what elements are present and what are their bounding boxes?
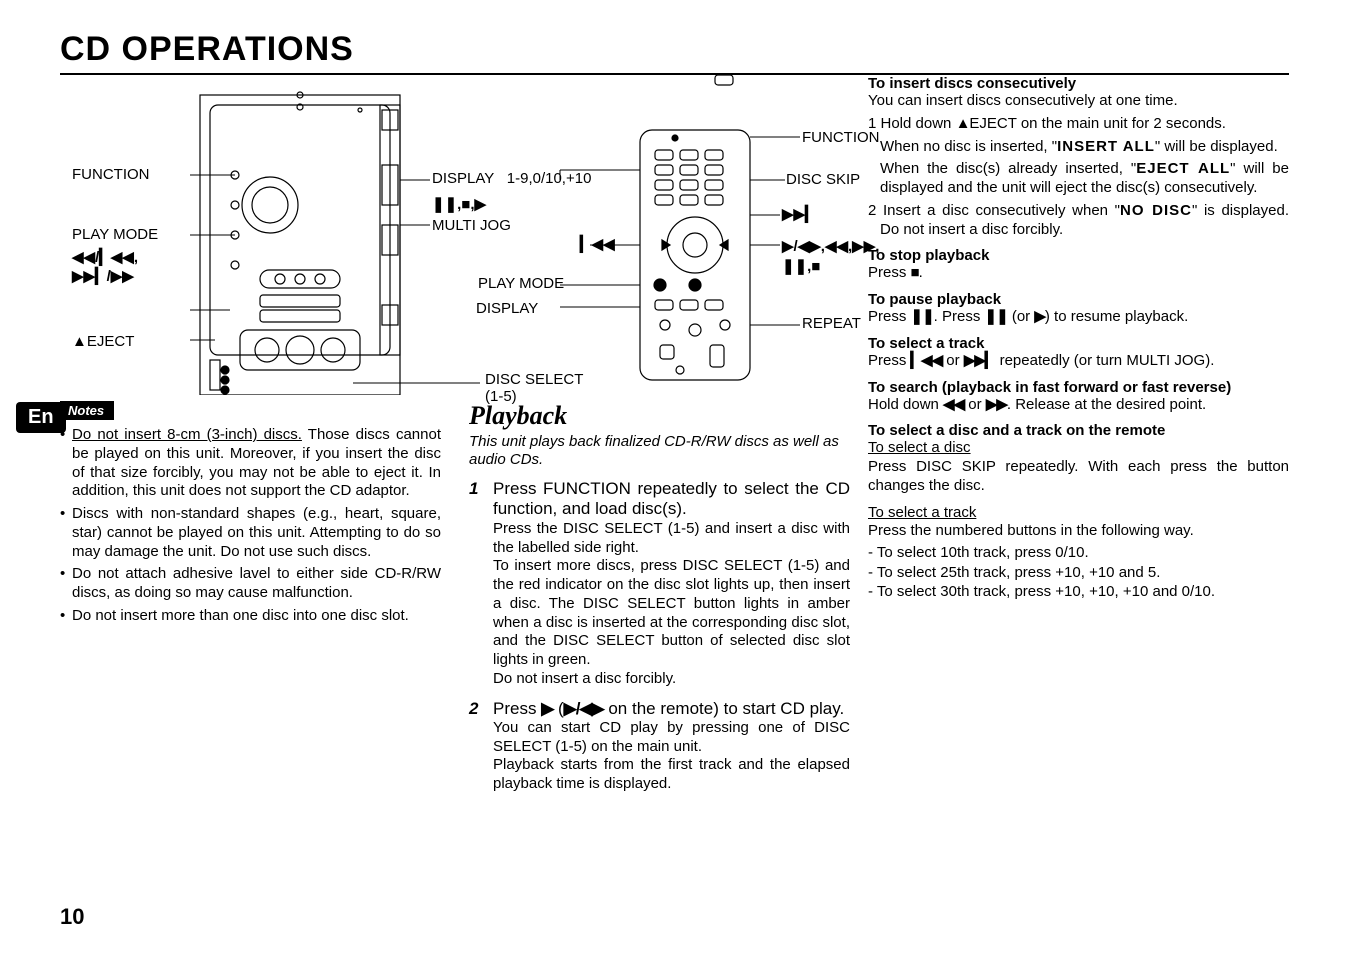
stop-body: Press ■. — [868, 264, 1289, 283]
label-eject: ▲EJECT — [72, 333, 134, 350]
step-number: 2 — [469, 699, 483, 794]
step-body: Press FUNCTION repeatedly to select the … — [493, 479, 850, 689]
label-next: ▶▶▎ — [782, 205, 817, 223]
label-multijog: MULTI JOG — [432, 217, 511, 234]
label-prev: ▎◀◀ — [580, 235, 615, 253]
insert-intro: You can insert discs consecutively at on… — [868, 92, 1289, 111]
label-disc-select: DISC SELECT(1-5) — [485, 371, 583, 405]
step-1: 1 Press FUNCTION repeatedly to select th… — [469, 479, 850, 689]
label-play-rew-ff: ▶/◀▶,◀◀,▶▶, — [782, 237, 879, 255]
list-item: - To select 30th track, press +10, +10, … — [868, 582, 1289, 602]
remote-track-list: - To select 10th track, press 0/10. - To… — [868, 543, 1289, 602]
note-item: Do not insert 8-cm (3-inch) discs. Those… — [60, 426, 441, 501]
step-lead: Press ▶ (▶/◀▶ on the remote) to start CD… — [493, 699, 850, 719]
label-display: DISPLAY 1-9,0/10,+10 — [432, 170, 591, 187]
pause-heading: To pause playback — [868, 291, 1289, 308]
device-diagram: FUNCTION PLAY MODE ◀◀/▎◀◀, ▶▶▎/▶▶ ▲EJECT… — [60, 75, 850, 395]
notes-column: Notes Do not insert 8-cm (3-inch) discs.… — [60, 401, 441, 804]
left-column: FUNCTION PLAY MODE ◀◀/▎◀◀, ▶▶▎/▶▶ ▲EJECT… — [60, 75, 850, 804]
list-item: - To select 25th track, press +10, +10 a… — [868, 563, 1289, 583]
label-transport-l1: ◀◀/▎◀◀, — [72, 248, 138, 266]
remote-heading: To select a disc and a track on the remo… — [868, 422, 1289, 439]
label-transport-l2: ▶▶▎/▶▶ — [72, 267, 134, 285]
step-text: Press the DISC SELECT (1-5) and insert a… — [493, 520, 850, 689]
label-display2: DISPLAY — [476, 300, 538, 317]
search-body: Hold down ◀◀ or ▶▶. Release at the desir… — [868, 396, 1289, 415]
label-playmode-m: PLAY MODE — [478, 275, 564, 292]
label-repeat: REPEAT — [802, 315, 861, 332]
insert-heading: To insert discs consecutively — [868, 75, 1289, 92]
diagram-svg — [60, 75, 850, 395]
pause-body: Press ❚❚. Press ❚❚ (or ▶) to resume play… — [868, 308, 1289, 327]
remote-sub2: To select a track — [868, 504, 1289, 523]
language-tag: En — [16, 402, 66, 433]
right-column: To insert discs consecutively You can in… — [868, 75, 1289, 804]
playback-subhead: This unit plays back finalized CD-R/RW d… — [469, 433, 850, 469]
remote-sub1: To select a disc — [868, 439, 1289, 458]
label-trans-icons: ❚❚,■,▶ — [432, 195, 486, 213]
notes-heading: Notes — [60, 401, 114, 420]
insert-step1c: When the disc(s) already inserted, "EJEC… — [868, 160, 1289, 198]
insert-step1b: When no disc is inserted, "INSERT ALL" w… — [868, 138, 1289, 157]
remote-p2: Press the numbered buttons in the follow… — [868, 522, 1289, 541]
insert-step1: 1 Hold down ▲EJECT on the main unit for … — [868, 115, 1289, 134]
select-track-body: Press ▎◀◀ or ▶▶▎ repeatedly (or turn MUL… — [868, 352, 1289, 371]
insert-step2: 2 Insert a disc consecutively when "NO D… — [868, 202, 1289, 240]
manual-page: CD OPERATIONS En — [0, 0, 1349, 954]
search-heading: To search (playback in fast forward or f… — [868, 379, 1289, 396]
note-item: Do not insert more than one disc into on… — [60, 607, 441, 626]
playback-column: Playback This unit plays back finalized … — [469, 401, 850, 804]
note-item: Discs with non-standard shapes (e.g., he… — [60, 505, 441, 561]
page-title: CD OPERATIONS — [60, 30, 1289, 69]
label-playmode-l: PLAY MODE — [72, 226, 158, 243]
playback-heading: Playback — [469, 401, 850, 431]
label-disc-skip: DISC SKIP — [786, 171, 860, 188]
step-2: 2 Press ▶ (▶/◀▶ on the remote) to start … — [469, 699, 850, 794]
step-number: 1 — [469, 479, 483, 689]
stop-heading: To stop playback — [868, 247, 1289, 264]
remote-p1: Press DISC SKIP repeatedly. With each pr… — [868, 458, 1289, 496]
page-number: 10 — [60, 904, 84, 930]
select-track-heading: To select a track — [868, 335, 1289, 352]
note-item: Do not attach adhesive lavel to either s… — [60, 565, 441, 603]
list-item: - To select 10th track, press 0/10. — [868, 543, 1289, 563]
label-pause-stop: ❚❚,■ — [782, 257, 820, 275]
label-function-r: FUNCTION — [802, 129, 880, 146]
step-body: Press ▶ (▶/◀▶ on the remote) to start CD… — [493, 699, 850, 794]
notes-list: Do not insert 8-cm (3-inch) discs. Those… — [60, 426, 441, 626]
step-text: You can start CD play by pressing one of… — [493, 719, 850, 794]
step-lead: Press FUNCTION repeatedly to select the … — [493, 479, 850, 520]
top-row: FUNCTION PLAY MODE ◀◀/▎◀◀, ▶▶▎/▶▶ ▲EJECT… — [60, 75, 1289, 804]
label-function-l: FUNCTION — [72, 166, 150, 183]
